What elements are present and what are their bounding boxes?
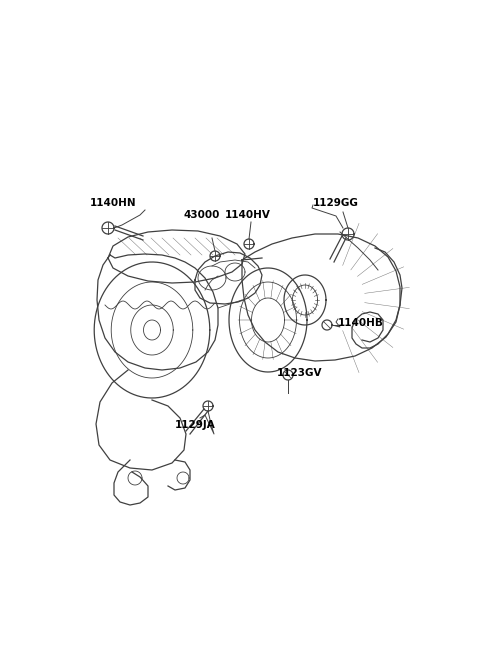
Text: 1140HN: 1140HN xyxy=(90,198,137,208)
Text: 1140HB: 1140HB xyxy=(338,318,384,328)
Text: 43000: 43000 xyxy=(183,210,219,220)
Text: 1129JA: 1129JA xyxy=(175,420,216,430)
Text: 1140HV: 1140HV xyxy=(225,210,271,220)
Text: 1129GG: 1129GG xyxy=(313,198,359,208)
Text: 1123GV: 1123GV xyxy=(277,368,323,378)
